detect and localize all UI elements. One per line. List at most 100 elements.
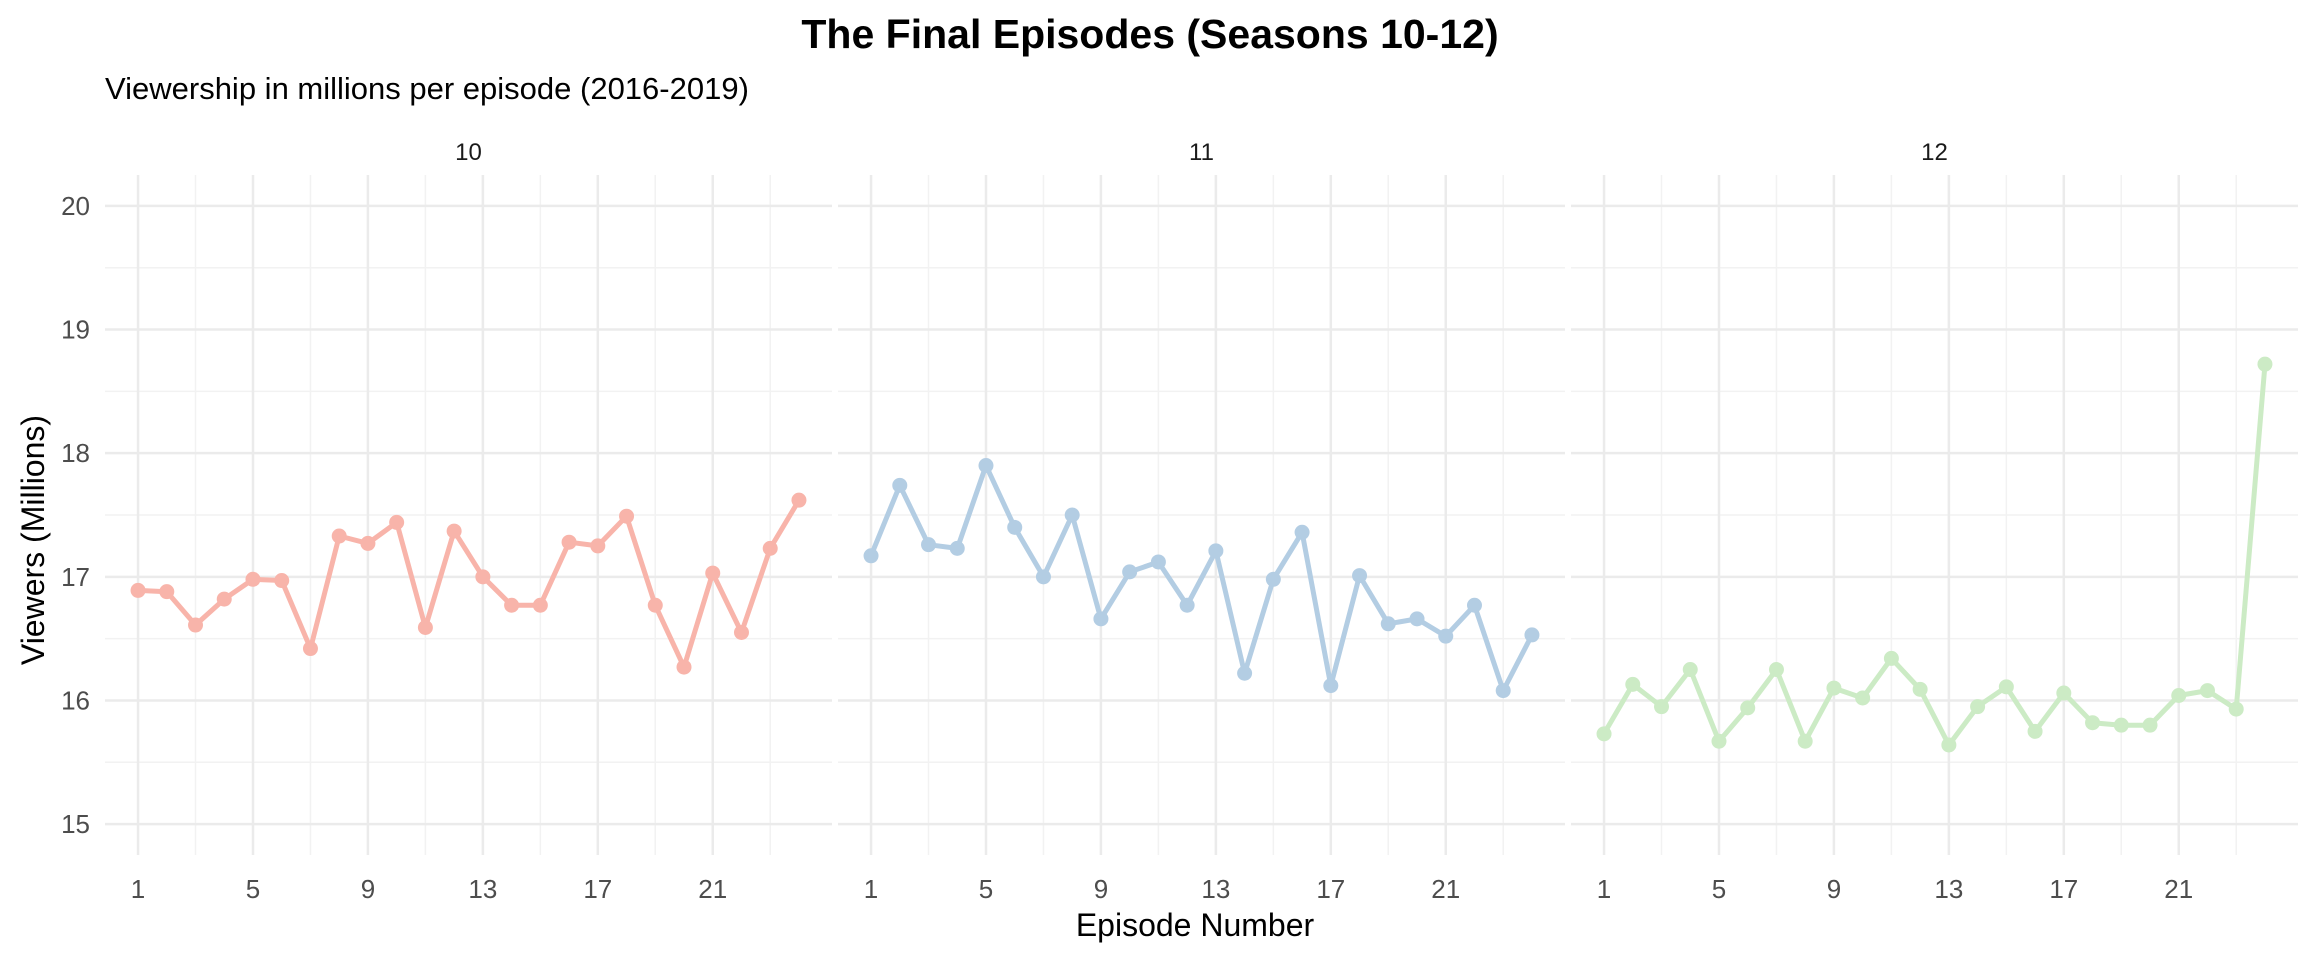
x-tick-label: 21 bbox=[2164, 874, 2193, 904]
data-point bbox=[2199, 683, 2215, 699]
panel-12: 12 1 5 9 13 17 21 bbox=[1571, 139, 2298, 904]
x-tick-label: 13 bbox=[468, 874, 497, 904]
data-point bbox=[504, 597, 520, 613]
y-tick-label: 19 bbox=[61, 315, 90, 345]
data-point bbox=[733, 624, 749, 640]
data-point bbox=[417, 620, 433, 636]
data-point bbox=[1122, 564, 1138, 580]
data-point bbox=[1323, 678, 1339, 694]
data-point bbox=[1179, 597, 1195, 613]
y-tick-label: 16 bbox=[61, 685, 90, 715]
data-point bbox=[863, 548, 879, 564]
data-point bbox=[274, 573, 290, 589]
data-point bbox=[1294, 524, 1310, 540]
data-point bbox=[676, 659, 692, 675]
data-point bbox=[1466, 597, 1482, 613]
data-point bbox=[1438, 628, 1454, 644]
data-point bbox=[1007, 519, 1023, 535]
x-tick-label: 9 bbox=[1827, 874, 1841, 904]
data-point bbox=[2171, 688, 2187, 704]
data-point bbox=[1409, 611, 1425, 627]
x-tick-label: 17 bbox=[2049, 874, 2078, 904]
y-tick-label: 20 bbox=[61, 191, 90, 221]
facet-label: 12 bbox=[1921, 139, 1948, 166]
data-point bbox=[2027, 723, 2043, 739]
data-point bbox=[2113, 717, 2129, 733]
panel-11: 111 5 9 13 17 21 bbox=[838, 139, 1565, 904]
y-tick-label: 17 bbox=[61, 562, 90, 592]
chart-title: The Final Episodes (Seasons 10-12) bbox=[801, 11, 1498, 57]
x-tick-label: 9 bbox=[361, 874, 375, 904]
data-point bbox=[245, 571, 261, 587]
data-point bbox=[216, 591, 232, 607]
x-axis-title: Episode Number bbox=[1076, 907, 1315, 943]
data-point bbox=[1596, 726, 1612, 742]
data-point bbox=[949, 540, 965, 556]
y-tick-label: 15 bbox=[61, 809, 90, 839]
data-point bbox=[1380, 616, 1396, 632]
data-point bbox=[2056, 685, 2072, 701]
data-point bbox=[1797, 733, 1813, 749]
x-tick-label: 9 bbox=[1094, 874, 1108, 904]
data-point bbox=[130, 582, 146, 598]
facet-label: 11 bbox=[1189, 139, 1214, 166]
data-point bbox=[590, 538, 606, 554]
data-point bbox=[389, 514, 405, 530]
chart-subtitle: Viewership in millions per episode (2016… bbox=[105, 71, 749, 106]
data-point bbox=[159, 584, 175, 600]
x-tick-label: 5 bbox=[246, 874, 260, 904]
data-point bbox=[705, 565, 721, 581]
data-point bbox=[1237, 665, 1253, 681]
series-line-12 bbox=[1601, 361, 2268, 748]
x-tick-label: 1 bbox=[1597, 874, 1611, 904]
facet-label: 10 bbox=[455, 139, 482, 166]
data-point bbox=[2257, 356, 2273, 372]
data-point bbox=[446, 523, 462, 539]
x-tick-label: 21 bbox=[1431, 874, 1460, 904]
data-point bbox=[2085, 715, 2101, 731]
data-point bbox=[647, 597, 663, 613]
data-point bbox=[1654, 699, 1670, 715]
data-point bbox=[1035, 569, 1051, 585]
data-point bbox=[1711, 733, 1727, 749]
data-point bbox=[302, 641, 318, 657]
data-point bbox=[561, 534, 577, 550]
data-point bbox=[360, 535, 376, 551]
x-tick-label: 1 bbox=[864, 874, 878, 904]
data-point bbox=[1768, 662, 1784, 678]
data-point bbox=[1912, 681, 1928, 697]
data-point bbox=[892, 477, 908, 493]
data-point bbox=[1208, 543, 1224, 559]
data-point bbox=[1998, 679, 2014, 695]
data-point bbox=[1495, 683, 1511, 699]
x-tick-label: 5 bbox=[1712, 874, 1726, 904]
data-point bbox=[921, 537, 937, 553]
data-point bbox=[791, 492, 807, 508]
data-point bbox=[1064, 507, 1080, 523]
data-point bbox=[2228, 701, 2244, 717]
data-point bbox=[2142, 717, 2158, 733]
x-tick-label: 5 bbox=[979, 874, 993, 904]
data-point bbox=[1941, 737, 1957, 753]
y-axis-title: Viewers (Millions) bbox=[15, 415, 51, 665]
data-point bbox=[978, 458, 994, 474]
data-point bbox=[1265, 571, 1281, 587]
data-point bbox=[1150, 554, 1166, 570]
x-tick-label: 17 bbox=[583, 874, 612, 904]
data-point bbox=[1855, 690, 1871, 706]
data-point bbox=[762, 540, 778, 556]
y-tick-label: 18 bbox=[61, 438, 90, 468]
data-point bbox=[475, 569, 491, 585]
data-point bbox=[1625, 676, 1641, 692]
x-tick-label: 17 bbox=[1316, 874, 1345, 904]
data-point bbox=[1740, 700, 1756, 716]
data-point bbox=[1093, 611, 1109, 627]
data-point bbox=[532, 597, 548, 613]
data-point bbox=[1826, 680, 1842, 696]
x-tick-label: 21 bbox=[698, 874, 727, 904]
data-point bbox=[1352, 568, 1368, 584]
x-tick-label: 1 bbox=[131, 874, 145, 904]
data-point bbox=[619, 508, 635, 524]
